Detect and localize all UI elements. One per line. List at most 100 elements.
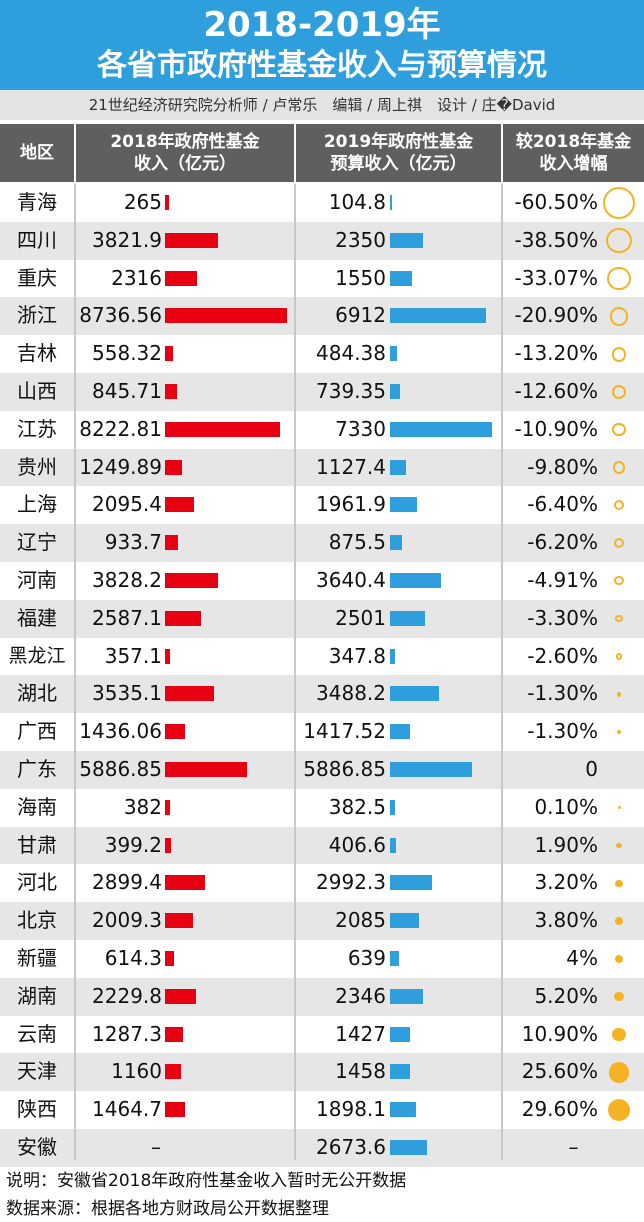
bar-2019 xyxy=(390,837,396,853)
bar-2019 xyxy=(390,875,432,891)
value-2019: 6912 xyxy=(335,303,386,328)
region-cell: 河南 xyxy=(17,568,57,592)
bar-2019 xyxy=(390,610,425,626)
change-value: -6.20% xyxy=(527,530,598,555)
bar-2018 xyxy=(165,1102,186,1118)
value-2019: 2673.6 xyxy=(316,1135,386,1159)
value-2018: 1436.06 xyxy=(79,719,162,744)
increase-circle xyxy=(614,992,624,1002)
value-2018: 845.71 xyxy=(92,379,162,403)
decrease-circle xyxy=(615,614,623,623)
change-value: -33.07% xyxy=(514,265,598,290)
change-value: -13.20% xyxy=(514,341,598,366)
bar-2018 xyxy=(165,195,169,210)
value-2018: 2899.4 xyxy=(92,870,162,895)
value-2019: 2992.3 xyxy=(316,870,386,895)
table-row: 云南 1287.3 1427 10.90% xyxy=(0,1015,644,1054)
value-2019: 1427 xyxy=(335,1021,386,1046)
value-2018: 2316 xyxy=(111,265,162,290)
bar-2019 xyxy=(390,195,392,210)
region-cell: 新疆 xyxy=(17,946,57,970)
value-2019: 1961.9 xyxy=(316,492,386,517)
bar-2018 xyxy=(165,1064,182,1080)
decrease-circle xyxy=(616,729,622,735)
value-2018: 2587.1 xyxy=(92,605,162,630)
table-row: 湖南 2229.8 2346 5.20% xyxy=(0,977,644,1016)
bar-2019 xyxy=(390,988,423,1004)
value-2019: 639 xyxy=(347,946,386,970)
region-cell: 重庆 xyxy=(17,265,57,290)
value-2019: 1417.52 xyxy=(303,719,386,744)
table-row: 新疆 614.3 639 4% xyxy=(0,940,644,978)
table-row: 河南 3828.2 3640.4 -4.91% xyxy=(0,562,644,600)
bar-2018 xyxy=(165,421,280,437)
header-divider xyxy=(501,124,503,182)
change-value: -9.80% xyxy=(527,454,598,479)
bar-2018 xyxy=(165,762,248,777)
bar-2018 xyxy=(165,799,171,815)
value-2019: 2346 xyxy=(335,983,386,1008)
region-cell: 河北 xyxy=(17,870,57,895)
value-2019: 3488.2 xyxy=(316,681,386,706)
change-value: -1.30% xyxy=(527,719,598,744)
decrease-circle xyxy=(611,384,627,400)
bar-2018 xyxy=(165,573,219,588)
decrease-circle xyxy=(613,500,625,511)
bar-2019 xyxy=(390,648,395,664)
chart-title-line1: 2018-2019年 xyxy=(203,5,441,45)
data-source: 数据来源：根据各地方财政局公开数据整理 xyxy=(6,1199,329,1219)
value-2019: 2085 xyxy=(335,908,386,933)
region-cell: 天津 xyxy=(17,1059,57,1084)
increase-circle xyxy=(617,806,621,810)
region-cell: 贵州 xyxy=(17,454,57,479)
header-divider xyxy=(74,124,76,182)
increase-circle xyxy=(615,879,623,887)
bar-2018 xyxy=(165,497,195,513)
bar-2019 xyxy=(390,1026,410,1042)
value-2018: 1287.3 xyxy=(92,1021,162,1046)
bar-2019 xyxy=(390,799,396,815)
bar-2019 xyxy=(390,573,441,588)
value-2018: 3828.2 xyxy=(92,568,162,592)
chart-title-line2: 各省市政府性基金收入与预算情况 xyxy=(97,48,547,83)
value-2018: – xyxy=(151,1135,161,1159)
bar-2018 xyxy=(165,346,173,362)
region-cell: 上海 xyxy=(17,492,57,517)
bar-2018 xyxy=(165,686,215,702)
increase-circle xyxy=(614,954,624,963)
value-2018: 1249.89 xyxy=(79,454,162,479)
change-value: 3.80% xyxy=(534,908,598,933)
change-value: -6.40% xyxy=(527,492,598,517)
value-2019: 1898.1 xyxy=(316,1097,386,1122)
decrease-circle xyxy=(603,186,635,219)
bar-2019 xyxy=(390,1140,428,1155)
decrease-circle xyxy=(609,306,629,326)
bar-2018 xyxy=(165,837,171,853)
bar-2018 xyxy=(165,384,177,399)
decrease-circle xyxy=(614,576,624,586)
change-value: -38.50% xyxy=(514,227,598,252)
table-row: 广西 1436.06 1417.52 -1.30% xyxy=(0,713,644,751)
bar-2018 xyxy=(165,724,186,740)
decrease-circle xyxy=(616,691,622,697)
bar-2018 xyxy=(165,875,206,891)
value-2018: 3821.9 xyxy=(92,227,162,252)
value-2019: 1127.4 xyxy=(316,454,386,479)
bar-2019 xyxy=(390,762,472,777)
table-row: 贵州 1249.89 1127.4 -9.80% xyxy=(0,448,644,487)
table-row: 福建 2587.1 2501 -3.30% xyxy=(0,599,644,638)
column-divider xyxy=(294,184,296,1160)
bar-2018 xyxy=(165,308,287,324)
region-cell: 甘肃 xyxy=(17,832,57,857)
header-2019: 2019年政府性基金 预算收入（亿元） xyxy=(323,132,474,174)
change-value: -4.91% xyxy=(527,568,598,592)
increase-circle xyxy=(612,1027,626,1042)
value-2018: 614.3 xyxy=(104,946,162,970)
bar-2019 xyxy=(390,913,419,929)
change-value: -10.90% xyxy=(514,416,598,441)
decrease-circle xyxy=(613,537,625,549)
bar-2018 xyxy=(165,535,179,551)
region-cell: 四川 xyxy=(17,227,57,252)
increase-circle xyxy=(616,842,622,849)
value-2019: 2350 xyxy=(335,227,386,252)
